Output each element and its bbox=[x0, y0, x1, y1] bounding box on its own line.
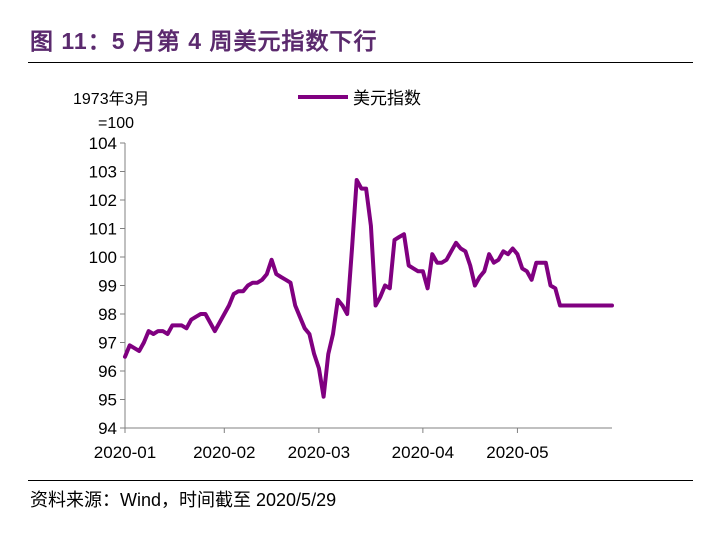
plot-area bbox=[123, 178, 614, 399]
source-rule bbox=[28, 480, 693, 481]
y-tick-label: 97 bbox=[98, 334, 117, 353]
unit-label-line1: 1973年3月 bbox=[73, 90, 150, 108]
x-axis: 2020-01 2020-02 2020-03 2020-04 2020-05 bbox=[94, 427, 612, 462]
y-tick-label: 103 bbox=[89, 163, 117, 182]
x-tick-label: 2020-01 bbox=[94, 443, 156, 462]
y-tick-label: 104 bbox=[89, 134, 117, 153]
title-rule bbox=[28, 62, 693, 63]
y-tick-label: 94 bbox=[98, 419, 117, 438]
y-tick-label: 102 bbox=[89, 191, 117, 210]
x-tick-label: 2020-05 bbox=[486, 443, 548, 462]
y-tick-label: 95 bbox=[98, 391, 117, 410]
y-axis: 94 95 96 97 98 99 100 101 102 103 104 bbox=[89, 134, 126, 438]
y-tick-label: 99 bbox=[98, 277, 117, 296]
y-tick-label: 101 bbox=[89, 220, 117, 239]
x-tick-label: 2020-03 bbox=[288, 443, 350, 462]
legend-label: 美元指数 bbox=[353, 89, 421, 108]
y-tick-label: 100 bbox=[89, 248, 117, 267]
x-tick-label: 2020-02 bbox=[193, 443, 255, 462]
y-tick-label: 96 bbox=[98, 362, 117, 381]
y-tick-label: 98 bbox=[98, 305, 117, 324]
figure-title: 图 11：5 月第 4 周美元指数下行 bbox=[30, 28, 378, 54]
source-note: 资料来源：Wind，时间截至 2020/5/29 bbox=[30, 490, 337, 510]
x-tick-label: 2020-04 bbox=[392, 443, 454, 462]
unit-label-line2: =100 bbox=[98, 115, 134, 132]
series-line-usd-index bbox=[123, 178, 614, 399]
